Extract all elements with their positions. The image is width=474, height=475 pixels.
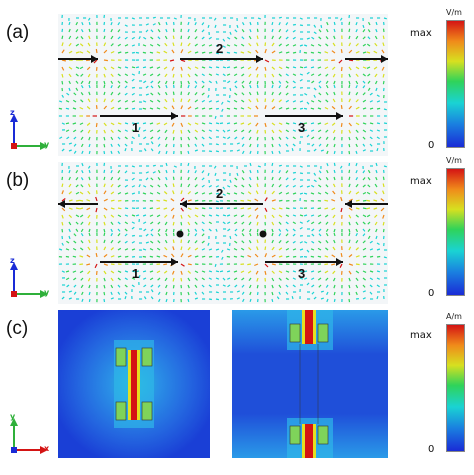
colorbar-max-a: max xyxy=(410,28,432,39)
dipole-arrow: 1 xyxy=(100,112,178,135)
electric-field-map-a: 2 1 3 xyxy=(58,14,388,156)
colorbar-zero-b: 0 xyxy=(428,288,435,299)
axis-label-v-c: y xyxy=(10,412,16,421)
dipole-arrow xyxy=(345,55,388,63)
dipole-label: 1 xyxy=(132,266,139,281)
panel-label-c: (c) xyxy=(6,318,29,339)
axis-label-h-a: y xyxy=(44,140,50,149)
panel-label-b: (b) xyxy=(6,170,30,191)
junction-dot xyxy=(176,230,184,238)
axis-triad-b xyxy=(10,262,48,298)
axis-label-v-a: z xyxy=(10,108,15,117)
dipole-arrow: 2 xyxy=(180,41,263,63)
colorbar-zero-a: 0 xyxy=(428,140,435,151)
colorbar-b xyxy=(446,168,465,296)
dipole-label: 2 xyxy=(216,41,223,56)
current-density-map-left xyxy=(58,310,210,458)
colorbar-max-c: max xyxy=(410,330,432,341)
dipole-arrow xyxy=(58,55,98,63)
dipole-label: 3 xyxy=(298,266,305,281)
axis-label-v-b: z xyxy=(10,256,15,265)
dipole-label: 2 xyxy=(216,186,223,201)
axis-label-h-b: y xyxy=(44,288,50,297)
dipole-label: 1 xyxy=(132,120,139,135)
colorbar-unit-b: V/m xyxy=(446,156,462,165)
dipole-arrow: 1 xyxy=(100,258,178,281)
dipole-arrow: 3 xyxy=(265,112,343,135)
axis-label-h-c: x xyxy=(44,444,50,453)
colorbar-unit-c: A/m xyxy=(446,312,462,321)
colorbar-a xyxy=(446,20,465,148)
junction-dot xyxy=(259,230,267,238)
electric-field-map-b: 2 1 3 xyxy=(58,162,388,304)
colorbar-zero-c: 0 xyxy=(428,444,435,455)
dipole-arrow: 2 xyxy=(180,186,263,208)
axis-triad-a xyxy=(10,114,48,150)
current-density-map-right xyxy=(232,310,388,458)
colorbar-c xyxy=(446,324,465,452)
colorbar-unit-a: V/m xyxy=(446,8,462,17)
dipole-arrow xyxy=(58,200,98,208)
dipole-arrow xyxy=(345,200,388,208)
dipole-label: 3 xyxy=(298,120,305,135)
panel-label-a: (a) xyxy=(6,22,30,43)
dipole-arrow: 3 xyxy=(265,258,343,281)
axis-triad-c xyxy=(10,418,48,454)
colorbar-max-b: max xyxy=(410,176,432,187)
